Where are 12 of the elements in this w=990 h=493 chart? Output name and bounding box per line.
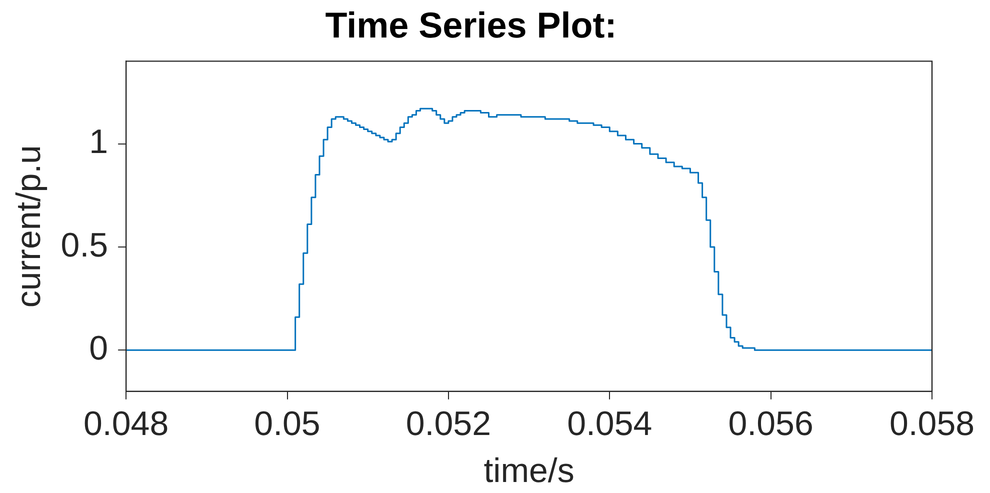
x-tick-label: 0.052 (406, 405, 491, 444)
x-tick-label: 0.058 (889, 405, 975, 444)
x-tick-label: 0.056 (728, 405, 814, 444)
chart-title: Time Series Plot: (325, 4, 617, 46)
y-tick-label: 0 (89, 330, 108, 368)
y-tick-label: 1 (89, 123, 108, 162)
y-axis-title: current/p.u (10, 145, 48, 308)
x-tick-label: 0.054 (567, 405, 652, 444)
x-tick-label: 0.05 (254, 405, 320, 444)
x-tick-label: 0.048 (84, 405, 169, 444)
x-axis-title: time/s (484, 452, 574, 490)
y-tick-label: 0.5 (60, 226, 108, 264)
